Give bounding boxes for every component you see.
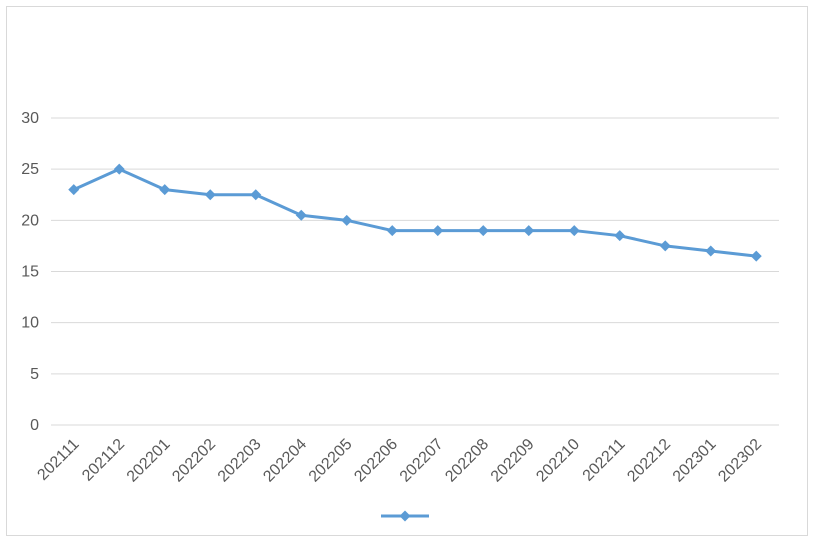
data-point [341, 214, 353, 226]
x-tick-label: 202206 [351, 436, 401, 486]
data-point [477, 225, 489, 237]
x-tick-label: 202208 [442, 436, 492, 486]
x-tick-label: 202202 [169, 436, 219, 486]
x-tick-label: 202112 [79, 436, 128, 485]
data-point [523, 225, 535, 237]
x-tick-label: 202203 [215, 436, 265, 486]
data-point [250, 189, 262, 201]
x-tick-label: 202111 [34, 436, 82, 484]
data-point [614, 230, 626, 242]
x-tick-label: 202207 [397, 436, 447, 486]
y-tick-label: 5 [30, 366, 39, 383]
data-point [68, 184, 80, 196]
line-chart: 0510152025302021112021122022012022022022… [21, 110, 779, 522]
x-tick-label: 202211 [580, 436, 629, 485]
x-tick-label: 202302 [715, 436, 765, 486]
legend-marker [399, 510, 411, 522]
data-point [113, 163, 125, 175]
data-point [295, 209, 307, 221]
y-tick-label: 15 [21, 264, 39, 281]
y-tick-label: 10 [21, 315, 39, 332]
series-line [73, 167, 757, 258]
y-tick-label: 0 [30, 417, 39, 434]
data-point [568, 225, 580, 237]
data-point [386, 225, 398, 237]
x-tick-label: 202212 [624, 436, 674, 486]
data-point [705, 245, 717, 257]
x-tick-label: 202301 [670, 436, 720, 486]
data-point [750, 250, 762, 262]
x-tick-label: 202209 [488, 436, 538, 486]
data-point [204, 189, 216, 201]
data-point [432, 225, 444, 237]
chart-area: 0 5 10 15 20 25 30 202111 202112 202201 202202 2022… [6, 6, 808, 536]
y-tick-label: 25 [21, 161, 39, 178]
y-tick-label: 30 [21, 110, 39, 127]
x-tick-label: 202204 [260, 436, 310, 486]
data-point [659, 240, 671, 252]
data-point [159, 184, 171, 196]
x-tick-label: 202210 [533, 436, 583, 486]
y-tick-label: 20 [21, 212, 39, 229]
x-tick-label: 202205 [306, 436, 356, 486]
x-tick-label: 202201 [124, 436, 174, 486]
